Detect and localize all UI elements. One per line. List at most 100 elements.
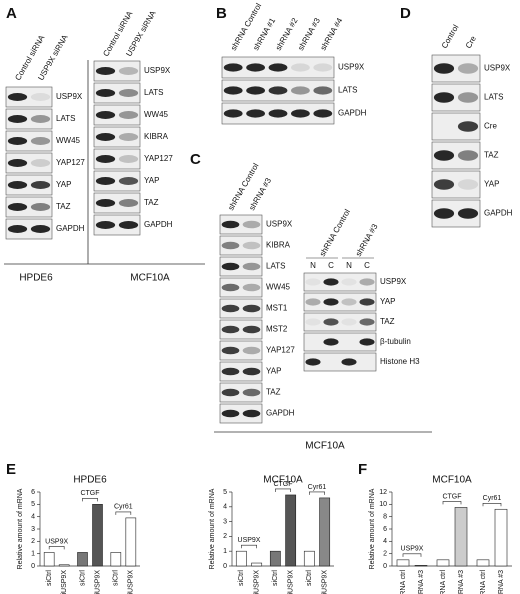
blot-strip [93,192,141,214]
blot-label: GAPDH [484,209,513,218]
y-tick-label: 5 [223,489,227,496]
blot-strip [93,170,141,192]
blot-label: WW45 [56,136,81,145]
band [7,159,28,167]
blot-label: WW45 [266,283,291,292]
blot-label: TAZ [380,317,395,326]
band [223,86,243,95]
band [242,367,261,376]
x-tick-label: shRNA #3 [418,570,425,594]
chart-title: MCF10A [432,475,472,486]
band [7,93,28,101]
blot-strip [303,292,377,312]
band [7,225,28,233]
blot-strip [93,214,141,236]
band [221,241,240,250]
blot-label: KIBRA [266,241,291,250]
band [221,262,240,271]
band [359,338,375,346]
band [341,358,357,366]
x-tick-label: siCtrl [79,570,86,586]
bar [58,564,70,567]
blot-label: LATS [56,114,75,123]
band [7,137,28,145]
band [457,63,479,74]
blot-strip [5,86,53,108]
band [323,278,339,286]
group-bracket [442,501,462,505]
blot-strip [219,361,263,382]
band [305,358,321,366]
x-tick-label: siCtrl [272,570,279,586]
bar [319,497,331,567]
blot-label: Cre [484,122,497,131]
y-tick-label: 1 [31,551,35,558]
band [457,121,479,132]
band [341,278,357,286]
y-tick-label: 3 [223,518,227,525]
blot-strip [5,218,53,240]
group-bracket [82,498,98,502]
lane-label: N [310,261,316,270]
x-tick-label: siCtrl [238,570,245,586]
y-tick-label: 6 [383,526,387,533]
band [457,208,479,219]
blot-label: TAZ [266,388,281,397]
band [313,63,333,72]
band [433,63,455,74]
blot-strip [303,352,377,372]
band [433,179,455,190]
x-tick-label: siUSP9X [321,570,328,594]
band [246,63,266,72]
y-axis-label: Relative amount of mRNA [209,488,216,569]
group-label: Cyr61 [114,504,133,511]
band [433,150,455,161]
bar [436,559,450,567]
bar [454,507,468,567]
blot-label: LATS [266,262,285,271]
x-tick-label: shRNA #3 [498,570,505,594]
y-tick-label: 1 [223,548,227,555]
blot-strip [5,196,53,218]
blot-label: GAPDH [266,409,295,418]
cell-line: MCF10A [130,273,170,284]
band [433,92,455,103]
blot-label: MST1 [266,304,288,313]
group-bracket [309,491,325,495]
bar [43,552,55,567]
cell-line: MCF10A [305,441,345,452]
band [323,318,339,326]
band [30,181,51,189]
blot-strip [219,277,263,298]
panel-letter: A [6,5,17,22]
band [242,346,261,355]
band [221,409,240,418]
band [359,298,375,306]
band [221,220,240,229]
chart-title: MCF10A [263,475,303,486]
band [30,93,51,101]
x-tick-label: shRNA ctrl [440,570,447,594]
panel-letter: C [190,151,201,168]
bar [77,552,88,567]
x-tick-label: shRNA #3 [458,570,465,594]
blot-strip [5,174,53,196]
blot-strip [93,82,141,104]
y-tick-label: 8 [383,514,387,521]
band [242,325,261,334]
y-tick-label: 0 [223,563,227,570]
band [242,409,261,418]
y-tick-label: 2 [383,551,387,558]
band [95,89,116,97]
band [359,318,375,326]
y-tick-label: 0 [31,563,35,570]
y-tick-label: 3 [31,526,35,533]
blot-strip [93,148,141,170]
band [457,150,479,161]
band [221,283,240,292]
group-label: USP9X [238,537,261,544]
band [268,86,288,95]
y-tick-label: 5 [31,501,35,508]
band [118,133,139,141]
blot-label: GAPDH [56,224,85,233]
